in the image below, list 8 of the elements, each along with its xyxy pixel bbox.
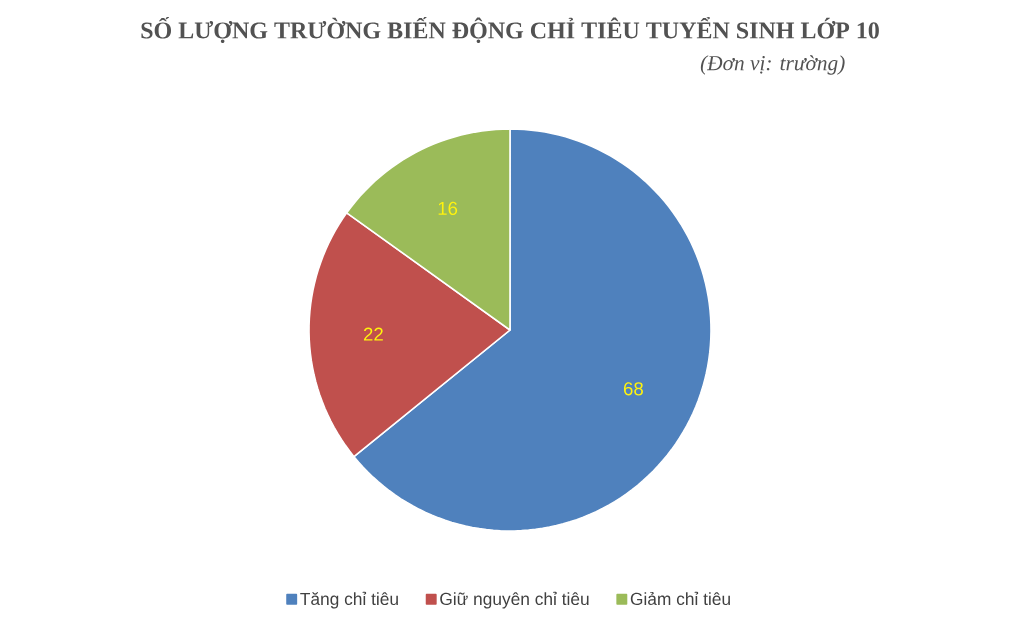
data-label: 22 (363, 327, 383, 341)
data-label: 68 (623, 382, 643, 396)
legend-label: Giữ nguyên chỉ tiêu (440, 591, 589, 609)
text: (Đơn vị: trường) (700, 55, 845, 75)
legend-label: Tăng chỉ tiêu (300, 591, 398, 609)
data-label: 16 (438, 201, 458, 216)
chart-title: SỐ LƯỢNG TRƯỜNG BIẾN ĐỘNG CHỈ TIÊU TUYỂN SINH LỚP 10 (141, 16, 879, 44)
legend-label: Giảm chỉ tiêu (630, 591, 730, 606)
